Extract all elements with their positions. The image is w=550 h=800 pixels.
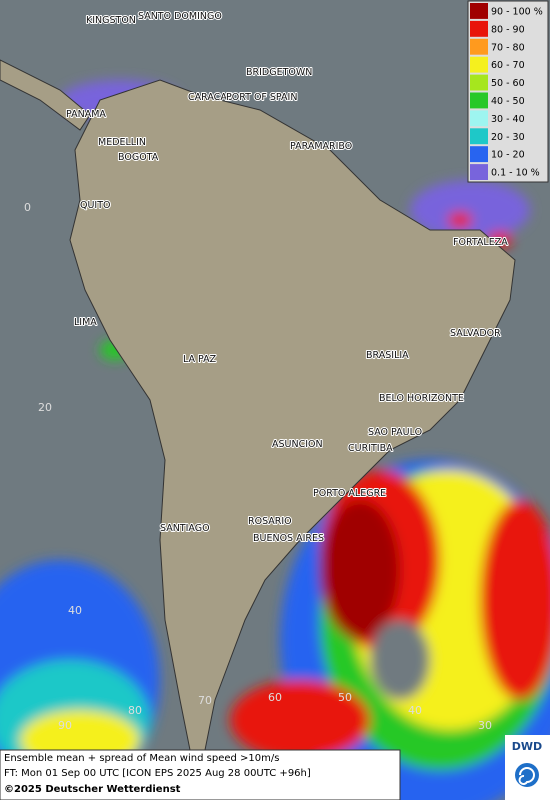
logo: DWD (512, 740, 542, 753)
legend-label: 90 - 100 % (491, 6, 543, 17)
grid-label: 0 (24, 201, 31, 214)
grid-label: 50 (338, 691, 352, 704)
legend-swatch (470, 74, 488, 91)
legend-label: 10 - 20 (491, 150, 525, 161)
city: BUENOS AIRES (253, 533, 324, 544)
legend-label: 50 - 60 (491, 78, 525, 89)
footer-box (0, 749, 401, 800)
city: BOGOTA (118, 152, 159, 163)
city: BRASILIA (366, 350, 409, 361)
city: PANAMA (66, 109, 106, 120)
legend-swatch (470, 128, 488, 145)
city: ROSARIO (248, 516, 292, 527)
city: CARACAS (188, 92, 233, 103)
grid-label: 80 (128, 704, 142, 717)
legend-label: 60 - 70 (491, 60, 525, 71)
grid-label: 60 (268, 691, 282, 704)
city: LA PAZ (183, 354, 217, 365)
legend-label: 20 - 30 (491, 132, 525, 143)
legend-swatch (470, 56, 488, 73)
city: SANTIAGO (160, 523, 210, 534)
city: ASUNCION (272, 439, 323, 450)
city: PARAMARIBO (290, 141, 352, 152)
legend-label: 30 - 40 (491, 114, 525, 125)
legend-swatch (470, 164, 488, 180)
legend-swatch (470, 92, 488, 109)
legend-swatch (470, 146, 488, 163)
city: BRIDGETOWN (246, 67, 312, 78)
city: CURITIBA (348, 443, 393, 454)
city: QUITO (80, 200, 111, 211)
city: SAO PAULO (368, 427, 422, 438)
legend-label: 70 - 80 (491, 42, 525, 53)
copyright: ©2025 Deutscher Wetterdienst (4, 784, 181, 795)
city: PORT OF SPAIN (226, 92, 297, 103)
legend-swatch (470, 110, 488, 127)
south-america (69, 79, 516, 751)
wind-field (0, 80, 550, 800)
city: BELO HORIZONTE (379, 393, 464, 404)
city: FORTALEZA (453, 237, 508, 248)
logo-icon (515, 763, 539, 787)
grid-label: 70 (198, 694, 212, 707)
grid-label: 20 (38, 401, 52, 414)
city-labels: KINGSTON SANTO DOMINGO BRIDGETOWN CARACA… (65, 10, 509, 545)
legend-swatch (470, 3, 488, 19)
grid-label: 90 (58, 719, 72, 732)
grid-labels: 0 20 40 90 80 70 60 50 40 30 (24, 201, 492, 732)
legend-label: 40 - 50 (491, 96, 525, 107)
grid-label: 40 (68, 604, 82, 617)
legend-swatch (470, 38, 488, 55)
legend-label: 80 - 90 (491, 24, 525, 35)
legend-swatch (470, 20, 488, 37)
city: MEDELLIN (98, 137, 146, 148)
grid-label: 40 (408, 704, 422, 717)
city: SALVADOR (450, 328, 501, 339)
description: Ensemble mean + spread of Mean wind spee… (4, 753, 279, 764)
legend: 90 - 100 % 80 - 90 70 - 80 60 - 70 50 - 60 40… (467, 0, 549, 183)
forecast-time: FT: Mon 01 Sep 00 UTC [ICON EPS 2025 Aug… (4, 768, 311, 779)
city: SANTO DOMINGO (138, 11, 222, 22)
legend-label: 0.1 - 10 % (491, 168, 540, 179)
city: LIMA (74, 317, 97, 328)
city: PORTO ALEGRE (313, 488, 386, 499)
grid-label: 30 (478, 719, 492, 732)
logo-swirl (518, 767, 535, 785)
city: KINGSTON (86, 15, 136, 26)
central-america (0, 59, 91, 131)
